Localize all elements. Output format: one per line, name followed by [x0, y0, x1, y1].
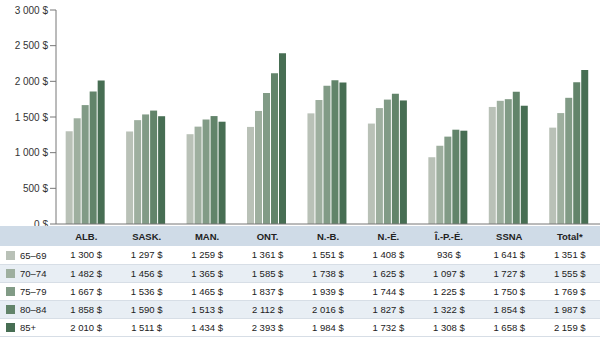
html-text:1 987 $: 1 987 $	[553, 303, 586, 315]
html-text:1 465 $: 1 465 $	[191, 285, 223, 297]
html-text:85+: 85+	[20, 322, 37, 333]
html-text:70–74: 70–74	[20, 268, 47, 279]
html-text:1 551 $: 1 551 $	[312, 249, 344, 261]
html-text:80–84: 80–84	[20, 304, 47, 315]
html-text:1 536 $: 1 536 $	[130, 285, 163, 297]
html-text:1 297 $: 1 297 $	[130, 249, 163, 261]
html-text:N.-É.: N.-É.	[377, 230, 400, 242]
html-text:936 $: 936 $	[437, 249, 461, 261]
html-text:1 827 $: 1 827 $	[372, 303, 405, 315]
html-text:1 738 $: 1 738 $	[312, 267, 344, 279]
svg-text:1 000 $: 1 000 $	[15, 147, 49, 158]
html-text:1 858 $: 1 858 $	[70, 303, 103, 315]
html-text:2 112 $: 2 112 $	[252, 303, 283, 315]
html-text:1 225 $: 1 225 $	[433, 285, 465, 297]
html-text:1 511 $: 1 511 $	[131, 321, 163, 333]
html-text:1 456 $: 1 456 $	[130, 267, 163, 279]
html-text:1 482 $: 1 482 $	[70, 267, 103, 279]
html-text:1 939 $: 1 939 $	[312, 285, 344, 297]
svg-text:0 $: 0 $	[34, 219, 48, 226]
html-text:1 625 $: 1 625 $	[372, 267, 405, 279]
html-text:1 590 $: 1 590 $	[130, 303, 163, 315]
html-text:N.-B.: N.-B.	[316, 230, 339, 242]
html-text:1 361 $: 1 361 $	[251, 249, 284, 261]
html-text:2 010 $: 2 010 $	[70, 321, 103, 333]
html-text:1 308 $: 1 308 $	[433, 321, 465, 333]
html-text:1 641 $: 1 641 $	[493, 249, 526, 261]
svg-text:1 500 $: 1 500 $	[15, 112, 49, 123]
html-text:1 658 $: 1 658 $	[493, 321, 526, 333]
html-text:1 744 $: 1 744 $	[372, 285, 405, 297]
html-text:2 016 $: 2 016 $	[312, 303, 344, 315]
html-text:ALB.: ALB.	[75, 230, 98, 242]
html-text:2 159 $: 2 159 $	[553, 321, 586, 333]
html-text:1 513 $: 1 513 $	[191, 303, 223, 315]
html-text:Î.-P.-É.: Î.-P.-É.	[434, 230, 463, 242]
html-text:SASK.: SASK.	[132, 230, 162, 242]
html-text:Total*: Total*	[556, 230, 583, 242]
html-text:1 585 $: 1 585 $	[251, 267, 284, 279]
html-text:1 259 $: 1 259 $	[191, 249, 223, 261]
html-text:2 393 $: 2 393 $	[251, 321, 284, 333]
html-text:75–79: 75–79	[20, 286, 47, 297]
html-text:1 769 $: 1 769 $	[553, 285, 586, 297]
html-text:1 732 $: 1 732 $	[372, 321, 405, 333]
html-text:1 984 $: 1 984 $	[312, 321, 344, 333]
html-text:ONT.: ONT.	[256, 230, 279, 242]
html-text:1 434 $: 1 434 $	[191, 321, 223, 333]
svg-text:2 500 $: 2 500 $	[15, 40, 49, 51]
html-text:1 322 $: 1 322 $	[433, 303, 465, 315]
html-text:1 351 $: 1 351 $	[553, 249, 586, 261]
html-text:1 750 $: 1 750 $	[493, 285, 526, 297]
svg-text:2 000 $: 2 000 $	[15, 76, 49, 87]
html-text:1 365 $: 1 365 $	[191, 267, 223, 279]
svg-text:500 $: 500 $	[23, 183, 48, 194]
html-text:1 097 $: 1 097 $	[433, 267, 465, 279]
html-text:1 727 $: 1 727 $	[493, 267, 526, 279]
html-text:1 837 $: 1 837 $	[251, 285, 284, 297]
html-text:1 300 $: 1 300 $	[70, 249, 103, 261]
html-text:65–69: 65–69	[20, 249, 47, 261]
svg-text:3 000 $: 3 000 $	[15, 5, 49, 16]
html-text:1 408 $: 1 408 $	[372, 249, 405, 261]
html-text:1 667 $: 1 667 $	[70, 285, 103, 297]
html-text:SSNA: SSNA	[496, 230, 523, 242]
html-text:1 854 $: 1 854 $	[493, 303, 526, 315]
html-text:1 555 $: 1 555 $	[553, 267, 586, 279]
html-text:MAN.: MAN.	[195, 230, 220, 242]
